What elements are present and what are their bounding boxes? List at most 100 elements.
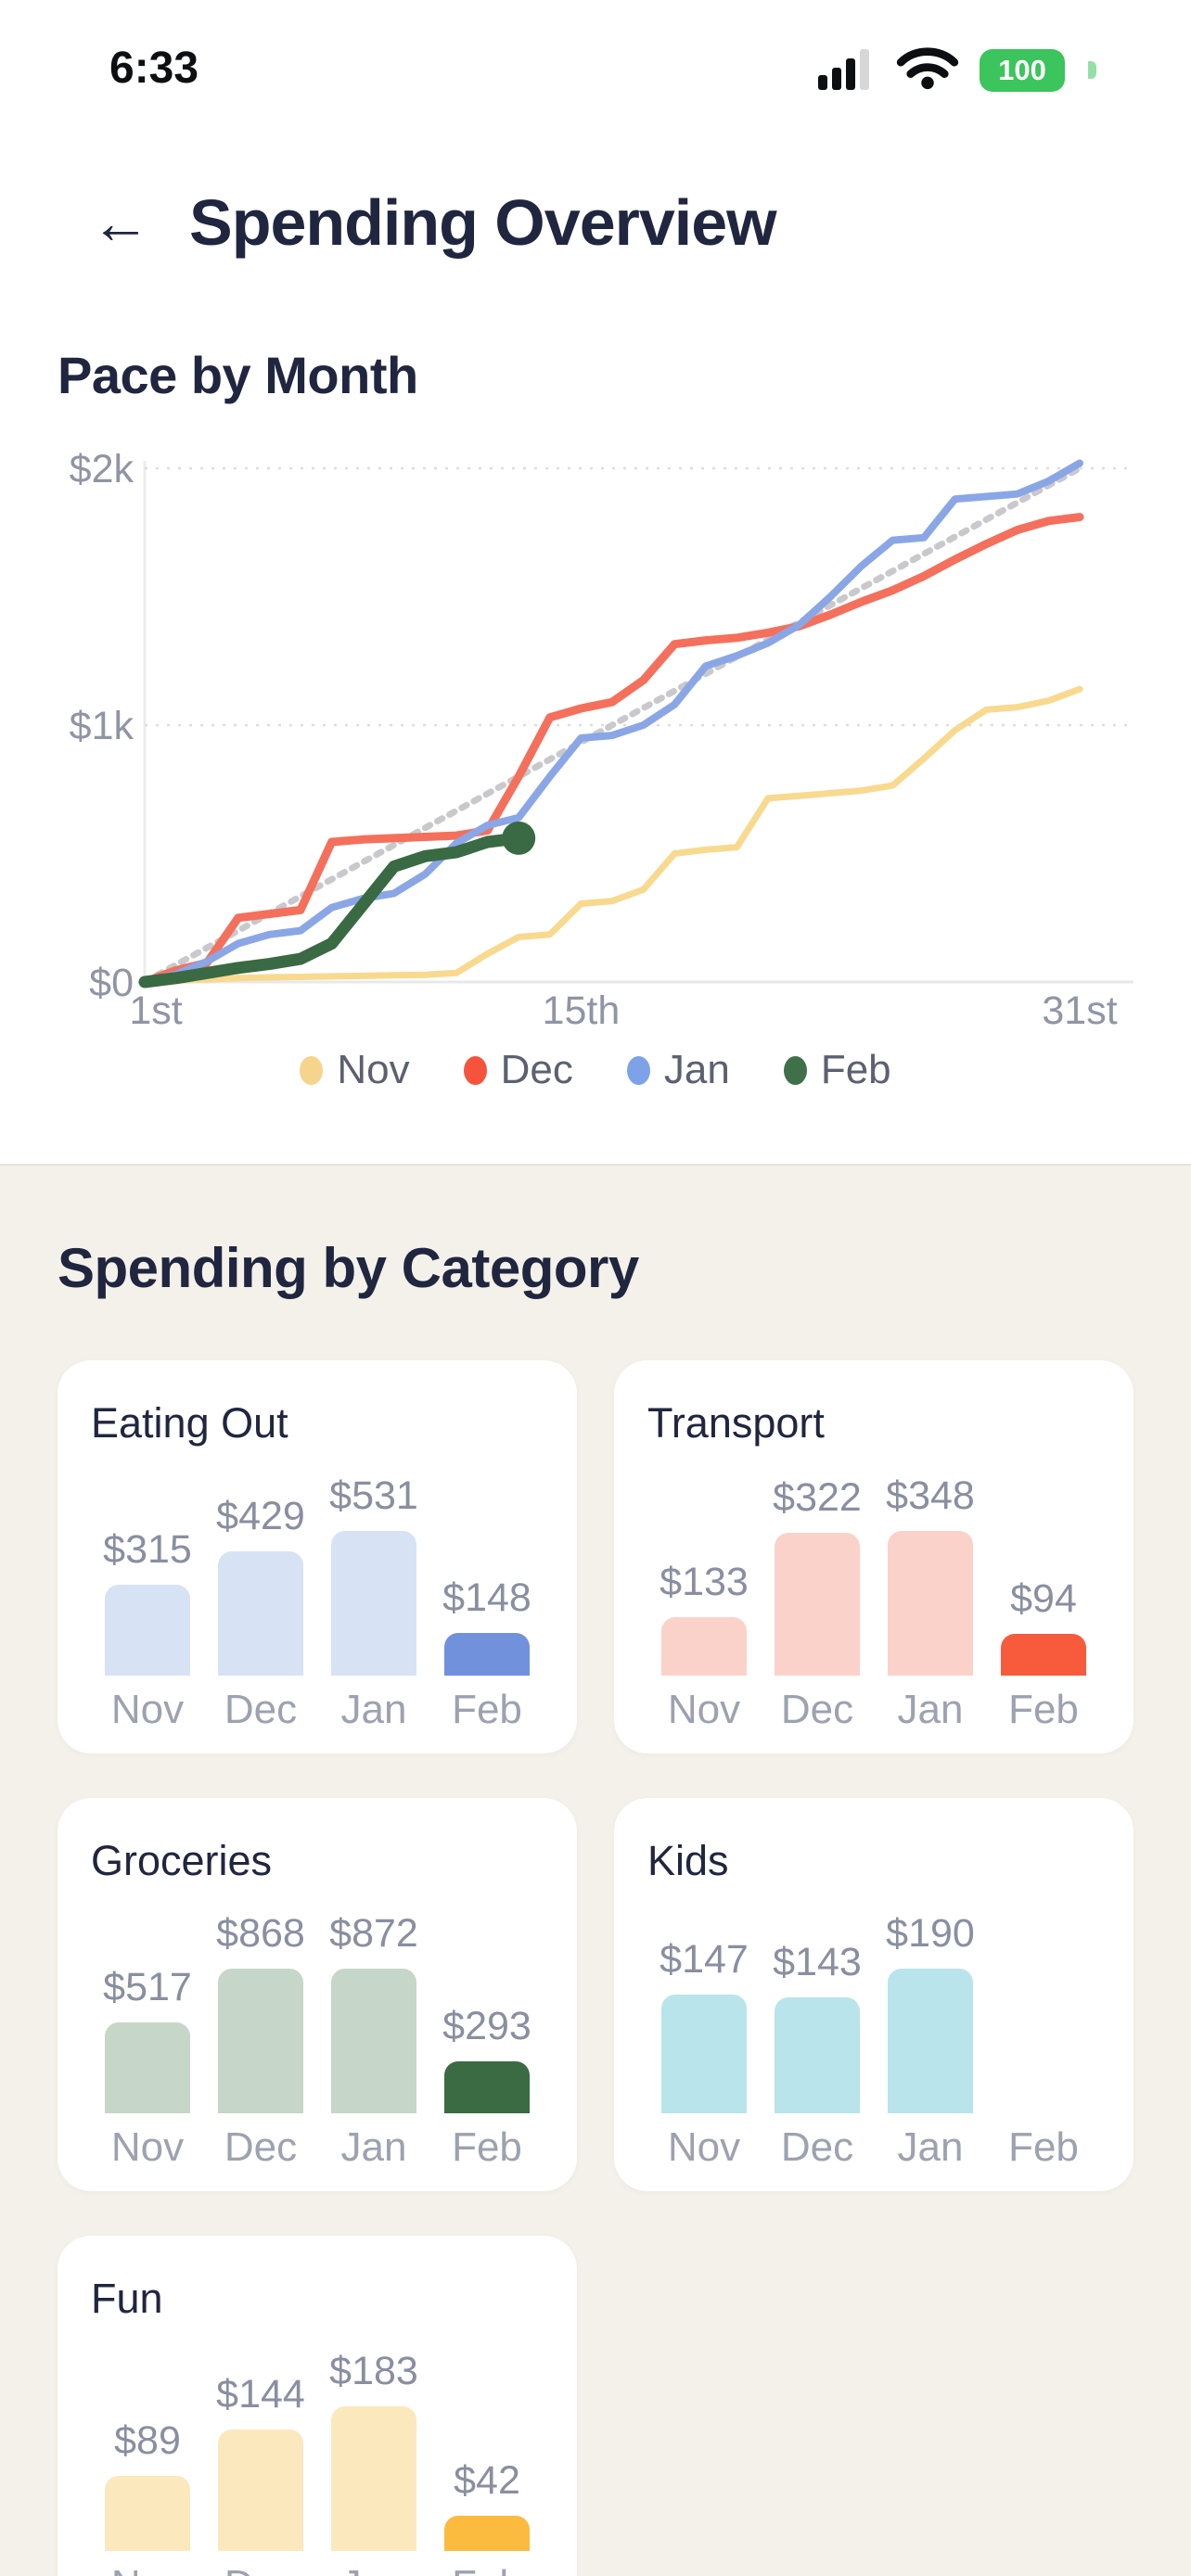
bar-value-label: $144	[216, 2372, 305, 2417]
category-section-title: Spending by Category	[58, 1237, 639, 1299]
legend-item-Nov: Nov	[300, 1047, 410, 1093]
pace-by-month-chart: $0 $1k $2k 1st 15th 31st	[70, 447, 1133, 1033]
month-label-Dec: Dec	[224, 1687, 298, 1732]
category-card-eating-out: Eating Out $315 $429 $531 $148 Nov Dec Jan Feb	[58, 1360, 577, 1753]
card-bar-chart: $133 $322 $348 $94	[647, 1473, 1100, 1676]
bar-value-label: $872	[329, 1911, 418, 1956]
cellular-signal-icon	[818, 45, 876, 95]
battery-icon: 100	[980, 48, 1065, 92]
legend-item-Feb: Feb	[783, 1047, 891, 1093]
month-label-Jan: Jan	[340, 1687, 407, 1732]
card-bar-chart: $89 $144 $183 $42	[91, 2349, 544, 2551]
bar-column-Jan: $531	[317, 1473, 430, 1676]
series-line-Jan	[141, 459, 1083, 986]
legend-item-Dec: Dec	[463, 1047, 573, 1093]
legend-item-Jan: Jan	[626, 1047, 730, 1093]
bar-Dec	[218, 1969, 303, 2113]
y-tick-label: $0	[89, 961, 134, 1005]
category-card-transport: Transport $133 $322 $348 $94 Nov Dec Jan Feb	[614, 1360, 1133, 1753]
series-line-Dec	[140, 513, 1084, 987]
chart-legend: Nov Dec Jan Feb	[0, 1042, 1191, 1098]
bar-value-label: $322	[773, 1475, 862, 1520]
bar-column-Jan: $872	[317, 1911, 430, 2113]
wifi-icon	[896, 45, 959, 96]
legend-label: Nov	[337, 1047, 410, 1092]
bar-Jan	[331, 1531, 416, 1676]
bar-value-label: $42	[454, 2458, 520, 2503]
x-tick-label: 15th	[543, 988, 621, 1033]
month-label-Feb: Feb	[452, 2124, 522, 2170]
series-line-Feb	[138, 832, 525, 988]
bar-value-label: $147	[660, 1937, 749, 1982]
category-card-kids: Kids $147 $143 $190 Nov Dec Jan Feb	[614, 1798, 1133, 2191]
category-card-groceries: Groceries $517 $868 $872 $293 Nov Dec Jan Feb	[58, 1798, 577, 2191]
card-month-labels: Nov Dec Jan Feb	[647, 1687, 1100, 1733]
month-label-Feb: Feb	[452, 1687, 522, 1732]
bar-column-Nov: $315	[91, 1473, 204, 1676]
legend-label: Feb	[820, 1047, 891, 1092]
month-label-Dec: Dec	[224, 2124, 298, 2170]
bar-Nov	[105, 2476, 190, 2551]
legend-dot-Jan	[626, 1055, 650, 1085]
y-tick-label: $1k	[70, 704, 134, 748]
month-label-Nov: Nov	[110, 1687, 185, 1732]
bar-value-label: $133	[660, 1560, 749, 1604]
category-cards-grid: Eating Out $315 $429 $531 $148 Nov Dec Jan Feb Tr…	[58, 1360, 1133, 2576]
month-label-Dec: Dec	[780, 2124, 854, 2170]
bar-Feb	[444, 2061, 530, 2113]
page-title: Spending Overview	[189, 186, 777, 259]
month-label-Nov: Nov	[667, 2124, 741, 2170]
bar-Feb	[444, 1633, 530, 1676]
bar-value-label: $94	[1010, 1576, 1077, 1621]
card-title: Kids	[647, 1837, 729, 1884]
bar-value-label: $183	[329, 2349, 418, 2393]
card-bar-chart: $517 $868 $872 $293	[91, 1911, 544, 2113]
month-label-Feb: Feb	[1008, 2124, 1079, 2170]
pace-section-title: Pace by Month	[58, 346, 418, 404]
month-label-Feb: Feb	[1008, 1687, 1079, 1732]
bar-value-label: $89	[114, 2418, 181, 2463]
series-line-Nov	[141, 685, 1083, 986]
card-bar-chart: $147 $143 $190	[647, 1911, 1100, 2113]
month-label-Jan: Jan	[897, 1687, 964, 1732]
bar-column-Nov: $517	[91, 1911, 204, 2113]
bar-Nov	[105, 2022, 190, 2113]
battery-percentage: 100	[998, 53, 1046, 86]
x-tick-label: 31st	[1042, 988, 1117, 1033]
bar-value-label: $143	[773, 1940, 862, 1984]
status-icons: 100	[818, 45, 1096, 96]
bar-value-label: $148	[442, 1575, 531, 1620]
legend-label: Jan	[663, 1047, 730, 1092]
card-title: Transport	[647, 1399, 825, 1447]
bar-Dec	[218, 2429, 303, 2551]
card-month-labels: Nov Dec Jan Feb	[647, 2124, 1100, 2171]
bar-column-Feb: $42	[430, 2349, 544, 2551]
month-label-Dec: Dec	[780, 1687, 854, 1732]
bar-Nov	[105, 1585, 190, 1676]
y-tick-label: $2k	[70, 447, 134, 491]
bar-Nov	[661, 1995, 747, 2113]
bar-column-Dec: $322	[761, 1473, 874, 1676]
bar-column-Jan: $190	[874, 1911, 987, 2113]
bar-value-label: $348	[886, 1473, 975, 1518]
bar-Jan	[331, 2406, 416, 2551]
month-label-Jan: Jan	[897, 2124, 964, 2170]
legend-label: Dec	[500, 1047, 573, 1092]
status-time: 6:33	[109, 44, 199, 93]
bar-value-label: $517	[103, 1965, 192, 2009]
bar-column-Nov: $133	[647, 1473, 761, 1676]
card-month-labels: Nov Dec Jan Feb	[91, 1687, 544, 1733]
month-label-Jan: Jan	[340, 2124, 407, 2170]
bar-column-Jan: $183	[317, 2349, 430, 2551]
back-button[interactable]: ←	[91, 189, 150, 256]
legend-dot-Feb	[783, 1055, 807, 1085]
bar-column-Feb: $148	[430, 1473, 544, 1676]
bar-value-label: $429	[216, 1494, 305, 1538]
bar-value-label: $531	[329, 1473, 418, 1518]
series-line-pace-target	[141, 465, 1083, 986]
status-bar: 6:33 100	[0, 0, 1191, 102]
bar-Jan	[888, 1531, 973, 1676]
series-end-dot-Feb	[502, 821, 536, 855]
card-title: Fun	[91, 2275, 163, 2322]
